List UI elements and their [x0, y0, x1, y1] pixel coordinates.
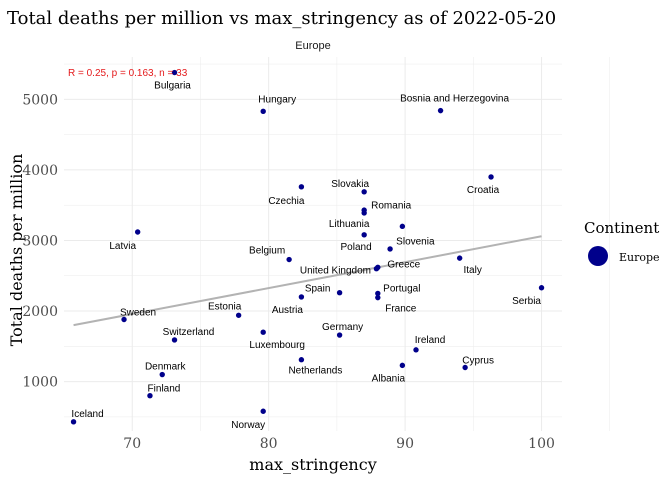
legend: Continent Europe [584, 219, 660, 266]
y-axis-label: Total deaths per million [7, 154, 26, 347]
point-label: Latvia [109, 241, 136, 252]
data-point [336, 332, 343, 338]
point-label: Germany [322, 322, 363, 333]
data-point [538, 285, 545, 291]
x-tick-label: 100 [528, 436, 555, 452]
chart-title: Total deaths per million vs max_stringen… [7, 8, 556, 29]
point-label: Belgium [249, 246, 285, 257]
data-point [298, 294, 305, 300]
data-point [437, 107, 444, 114]
data-point [171, 69, 178, 76]
point-label: Iceland [71, 409, 103, 420]
point-label: Estonia [208, 301, 242, 312]
point-label: Luxembourg [249, 340, 305, 351]
point-labels: Bulgaria Hungary Bosnia and Herzegovina Cro… [71, 81, 541, 432]
x-tick-label: 70 [123, 436, 141, 452]
y-tick-label: 1000 [22, 375, 58, 391]
point-label: Albania [372, 373, 406, 384]
x-tick-label: 90 [396, 436, 414, 452]
point-label: Denmark [145, 362, 187, 373]
point-label: France [385, 304, 417, 315]
point-label: Austria [272, 305, 304, 316]
x-axis-label: max_stringency [249, 455, 376, 474]
point-label: Italy [463, 265, 481, 276]
data-point [121, 316, 127, 323]
y-tick-label: 5000 [22, 92, 58, 108]
data-point [375, 290, 381, 297]
point-label: Spain [305, 284, 331, 295]
point-label: Ireland [415, 335, 446, 346]
legend-title: Continent [584, 219, 659, 237]
point-label: Netherlands [288, 366, 342, 377]
y-tick-label: 2000 [22, 304, 58, 320]
data-point [286, 256, 292, 263]
data-point [462, 364, 468, 371]
data-point [159, 371, 165, 378]
correlation-annotation: R = 0.25, p = 0.163, n = 33 [68, 68, 188, 79]
data-point [399, 223, 406, 230]
point-label: Romania [371, 201, 411, 212]
data-points [70, 69, 545, 425]
point-label: United Kingdom [300, 266, 371, 277]
point-label: Lithuania [329, 219, 370, 230]
legend-key-europe [588, 246, 608, 266]
data-point [235, 312, 242, 318]
y-tick-label: 4000 [22, 163, 58, 179]
point-label: Switzerland [163, 327, 215, 338]
data-point [336, 289, 343, 296]
data-point [361, 210, 367, 216]
data-point [488, 174, 494, 180]
data-point [373, 265, 380, 272]
point-label: Slovenia [396, 236, 435, 247]
data-point [171, 337, 178, 343]
point-label: Cyprus [462, 355, 494, 366]
data-point [147, 393, 153, 399]
data-point [70, 419, 77, 425]
point-label: Sweden [120, 308, 156, 319]
point-label: Croatia [467, 185, 500, 196]
point-label: Greece [387, 259, 420, 270]
data-point [260, 329, 266, 335]
point-label: Slovakia [331, 179, 369, 190]
data-point [298, 357, 305, 363]
facet-label: Europe [295, 40, 330, 52]
data-point [361, 232, 367, 238]
data-point [399, 362, 406, 369]
point-label: Poland [341, 242, 372, 253]
point-label: Finland [148, 384, 181, 395]
x-tick-label: 80 [260, 436, 278, 452]
point-label: Bulgaria [154, 81, 191, 92]
legend-entry-europe: Europe [619, 251, 660, 264]
data-point [456, 255, 463, 261]
data-point [387, 246, 393, 252]
y-tick-label: 3000 [22, 233, 58, 249]
data-point [298, 184, 305, 190]
x-tick-labels: 70 80 90 100 [123, 436, 555, 452]
point-label: Portugal [383, 283, 420, 294]
point-label: Serbia [512, 296, 541, 307]
point-label: Czechia [268, 196, 305, 207]
trend-line [73, 235, 542, 327]
point-label: Bosnia and Herzegovina [400, 94, 509, 105]
data-point [361, 189, 367, 195]
point-label: Norway [231, 420, 265, 431]
data-point [260, 408, 266, 414]
y-tick-labels: 1000 2000 3000 4000 5000 [22, 92, 58, 390]
data-point [260, 108, 266, 115]
data-point [413, 347, 419, 353]
regression-line [73, 235, 542, 327]
grid-lines [64, 57, 611, 431]
data-point [134, 229, 141, 235]
point-label: Hungary [258, 94, 296, 105]
data-point [375, 294, 381, 301]
